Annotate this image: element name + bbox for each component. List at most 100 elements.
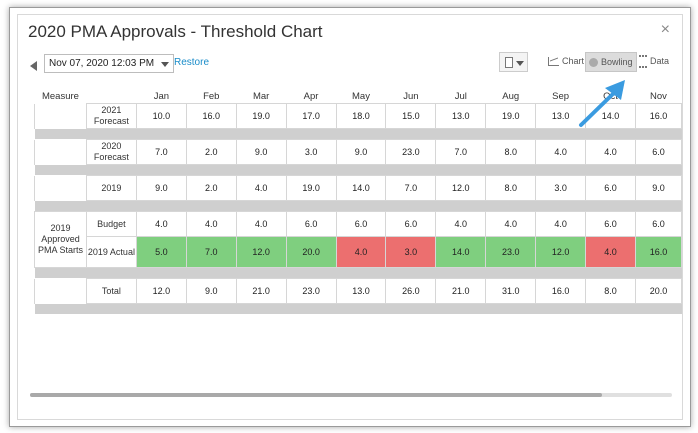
value-cell: 21.0	[435, 278, 487, 304]
month-header: Mar	[252, 90, 270, 102]
close-icon[interactable]: ×	[660, 21, 670, 38]
value-cell: 19.0	[485, 103, 537, 129]
month-header: Jun	[403, 90, 419, 102]
month-header: May	[352, 90, 370, 102]
value-cell: 4.0	[185, 211, 237, 237]
data-view-button[interactable]: Data	[636, 52, 675, 70]
row-label: 2019	[85, 175, 137, 201]
date-select[interactable]: Nov 07, 2020 12:03 PM	[44, 54, 174, 73]
status-cell-good: 7.0	[185, 236, 237, 268]
value-cell: 14.0	[585, 103, 636, 129]
value-cell: 3.0	[535, 175, 587, 201]
value-cell: 6.0	[634, 211, 683, 237]
scrollbar-thumb[interactable]	[30, 393, 602, 397]
data-list-icon	[639, 55, 647, 69]
value-cell: 13.0	[535, 103, 587, 129]
group-label: 2019 Approved PMA Starts	[34, 211, 87, 268]
row-label: Total	[85, 278, 137, 304]
status-cell-good: 20.0	[285, 236, 337, 268]
value-cell: 9.0	[185, 278, 237, 304]
status-cell-bad: 4.0	[585, 236, 636, 268]
value-cell: 8.0	[485, 175, 537, 201]
bowling-view-button[interactable]: Bowling	[585, 52, 637, 72]
value-cell: 16.0	[185, 103, 237, 129]
chart-view-label: Chart	[562, 56, 585, 66]
value-cell: 6.0	[385, 211, 437, 237]
table-row: 2019 Approved PMA Starts Budget 4.0 4.0 …	[34, 211, 683, 268]
row-label: Budget	[85, 211, 137, 237]
label-header	[86, 89, 136, 104]
measure-cell	[34, 139, 87, 165]
bowling-icon	[589, 58, 598, 68]
month-header: Apr	[303, 90, 319, 102]
value-cell: 21.0	[235, 278, 287, 304]
value-cell: 16.0	[634, 103, 683, 129]
value-cell: 4.0	[235, 175, 287, 201]
value-cell: 26.0	[385, 278, 437, 304]
chevron-down-icon	[161, 62, 169, 67]
value-cell: 16.0	[535, 278, 587, 304]
month-header: Jan	[153, 90, 170, 102]
measure-header: Measure	[41, 90, 79, 102]
value-cell: 6.0	[585, 175, 636, 201]
value-cell: 19.0	[285, 175, 337, 201]
status-cell-good: 12.0	[535, 236, 587, 268]
value-cell: 6.0	[285, 211, 337, 237]
value-cell: 12.0	[135, 278, 187, 304]
value-cell: 8.0	[485, 139, 537, 165]
chevron-down-icon	[516, 61, 524, 66]
value-cell: 4.0	[535, 211, 587, 237]
status-cell-good: 16.0	[634, 236, 683, 268]
table-row: Total 12.0 9.0 21.0 23.0 13.0 26.0 21.0 …	[34, 278, 683, 304]
value-cell: 9.0	[235, 139, 287, 165]
row-separator	[34, 267, 682, 279]
horizontal-scrollbar[interactable]	[30, 393, 672, 397]
measure-cell	[34, 103, 87, 129]
value-cell: 7.0	[385, 175, 437, 201]
value-cell: 7.0	[135, 139, 187, 165]
export-button[interactable]	[499, 52, 528, 72]
date-value: Nov 07, 2020 12:03 PM	[49, 58, 155, 69]
value-cell: 19.0	[235, 103, 287, 129]
chart-view-button[interactable]: Chart	[545, 52, 586, 70]
table-row: 2019 Actual 5.0 7.0 12.0 20.0 4.0 3.0 14…	[35, 236, 683, 268]
status-cell-good: 12.0	[235, 236, 287, 268]
value-cell: 15.0	[385, 103, 437, 129]
value-cell: 14.0	[335, 175, 387, 201]
restore-link[interactable]: Restore	[174, 57, 210, 68]
status-cell-good: 5.0	[135, 236, 187, 268]
value-cell: 18.0	[335, 103, 387, 129]
measure-cell	[34, 175, 87, 201]
value-cell: 8.0	[585, 278, 636, 304]
value-cell: 17.0	[285, 103, 337, 129]
status-cell-good: 23.0	[485, 236, 537, 268]
month-header: Sep	[552, 90, 570, 102]
value-cell: 12.0	[435, 175, 487, 201]
row-separator	[34, 164, 682, 176]
toolbar: Nov 07, 2020 12:03 PM Restore Chart Bowl…	[18, 51, 682, 81]
bowling-table: Measure Jan Feb Mar Apr May Jun Jul Aug …	[34, 89, 683, 314]
value-cell: 4.0	[235, 211, 287, 237]
threshold-chart-dialog: 2020 PMA Approvals - Threshold Chart × N…	[17, 14, 683, 420]
value-cell: 20.0	[634, 278, 683, 304]
row-label: 2021 Forecast	[85, 103, 137, 129]
month-header: Nov	[650, 90, 667, 102]
value-cell: 4.0	[135, 211, 187, 237]
value-cell: 3.0	[285, 139, 337, 165]
month-header: Feb	[203, 90, 220, 102]
data-view-label: Data	[650, 56, 670, 66]
bowling-view-label: Bowling	[601, 57, 633, 67]
previous-period-icon[interactable]	[30, 61, 37, 71]
status-cell-bad: 3.0	[385, 236, 437, 268]
value-cell: 6.0	[634, 139, 683, 165]
row-separator	[34, 303, 682, 314]
value-cell: 6.0	[585, 211, 636, 237]
row-separator	[34, 128, 682, 140]
line-chart-icon	[548, 57, 559, 67]
row-separator	[34, 200, 682, 212]
value-cell: 10.0	[135, 103, 187, 129]
value-cell: 23.0	[285, 278, 337, 304]
value-cell: 2.0	[185, 139, 237, 165]
month-header: Jul	[454, 90, 467, 102]
month-header: Aug	[502, 90, 520, 102]
